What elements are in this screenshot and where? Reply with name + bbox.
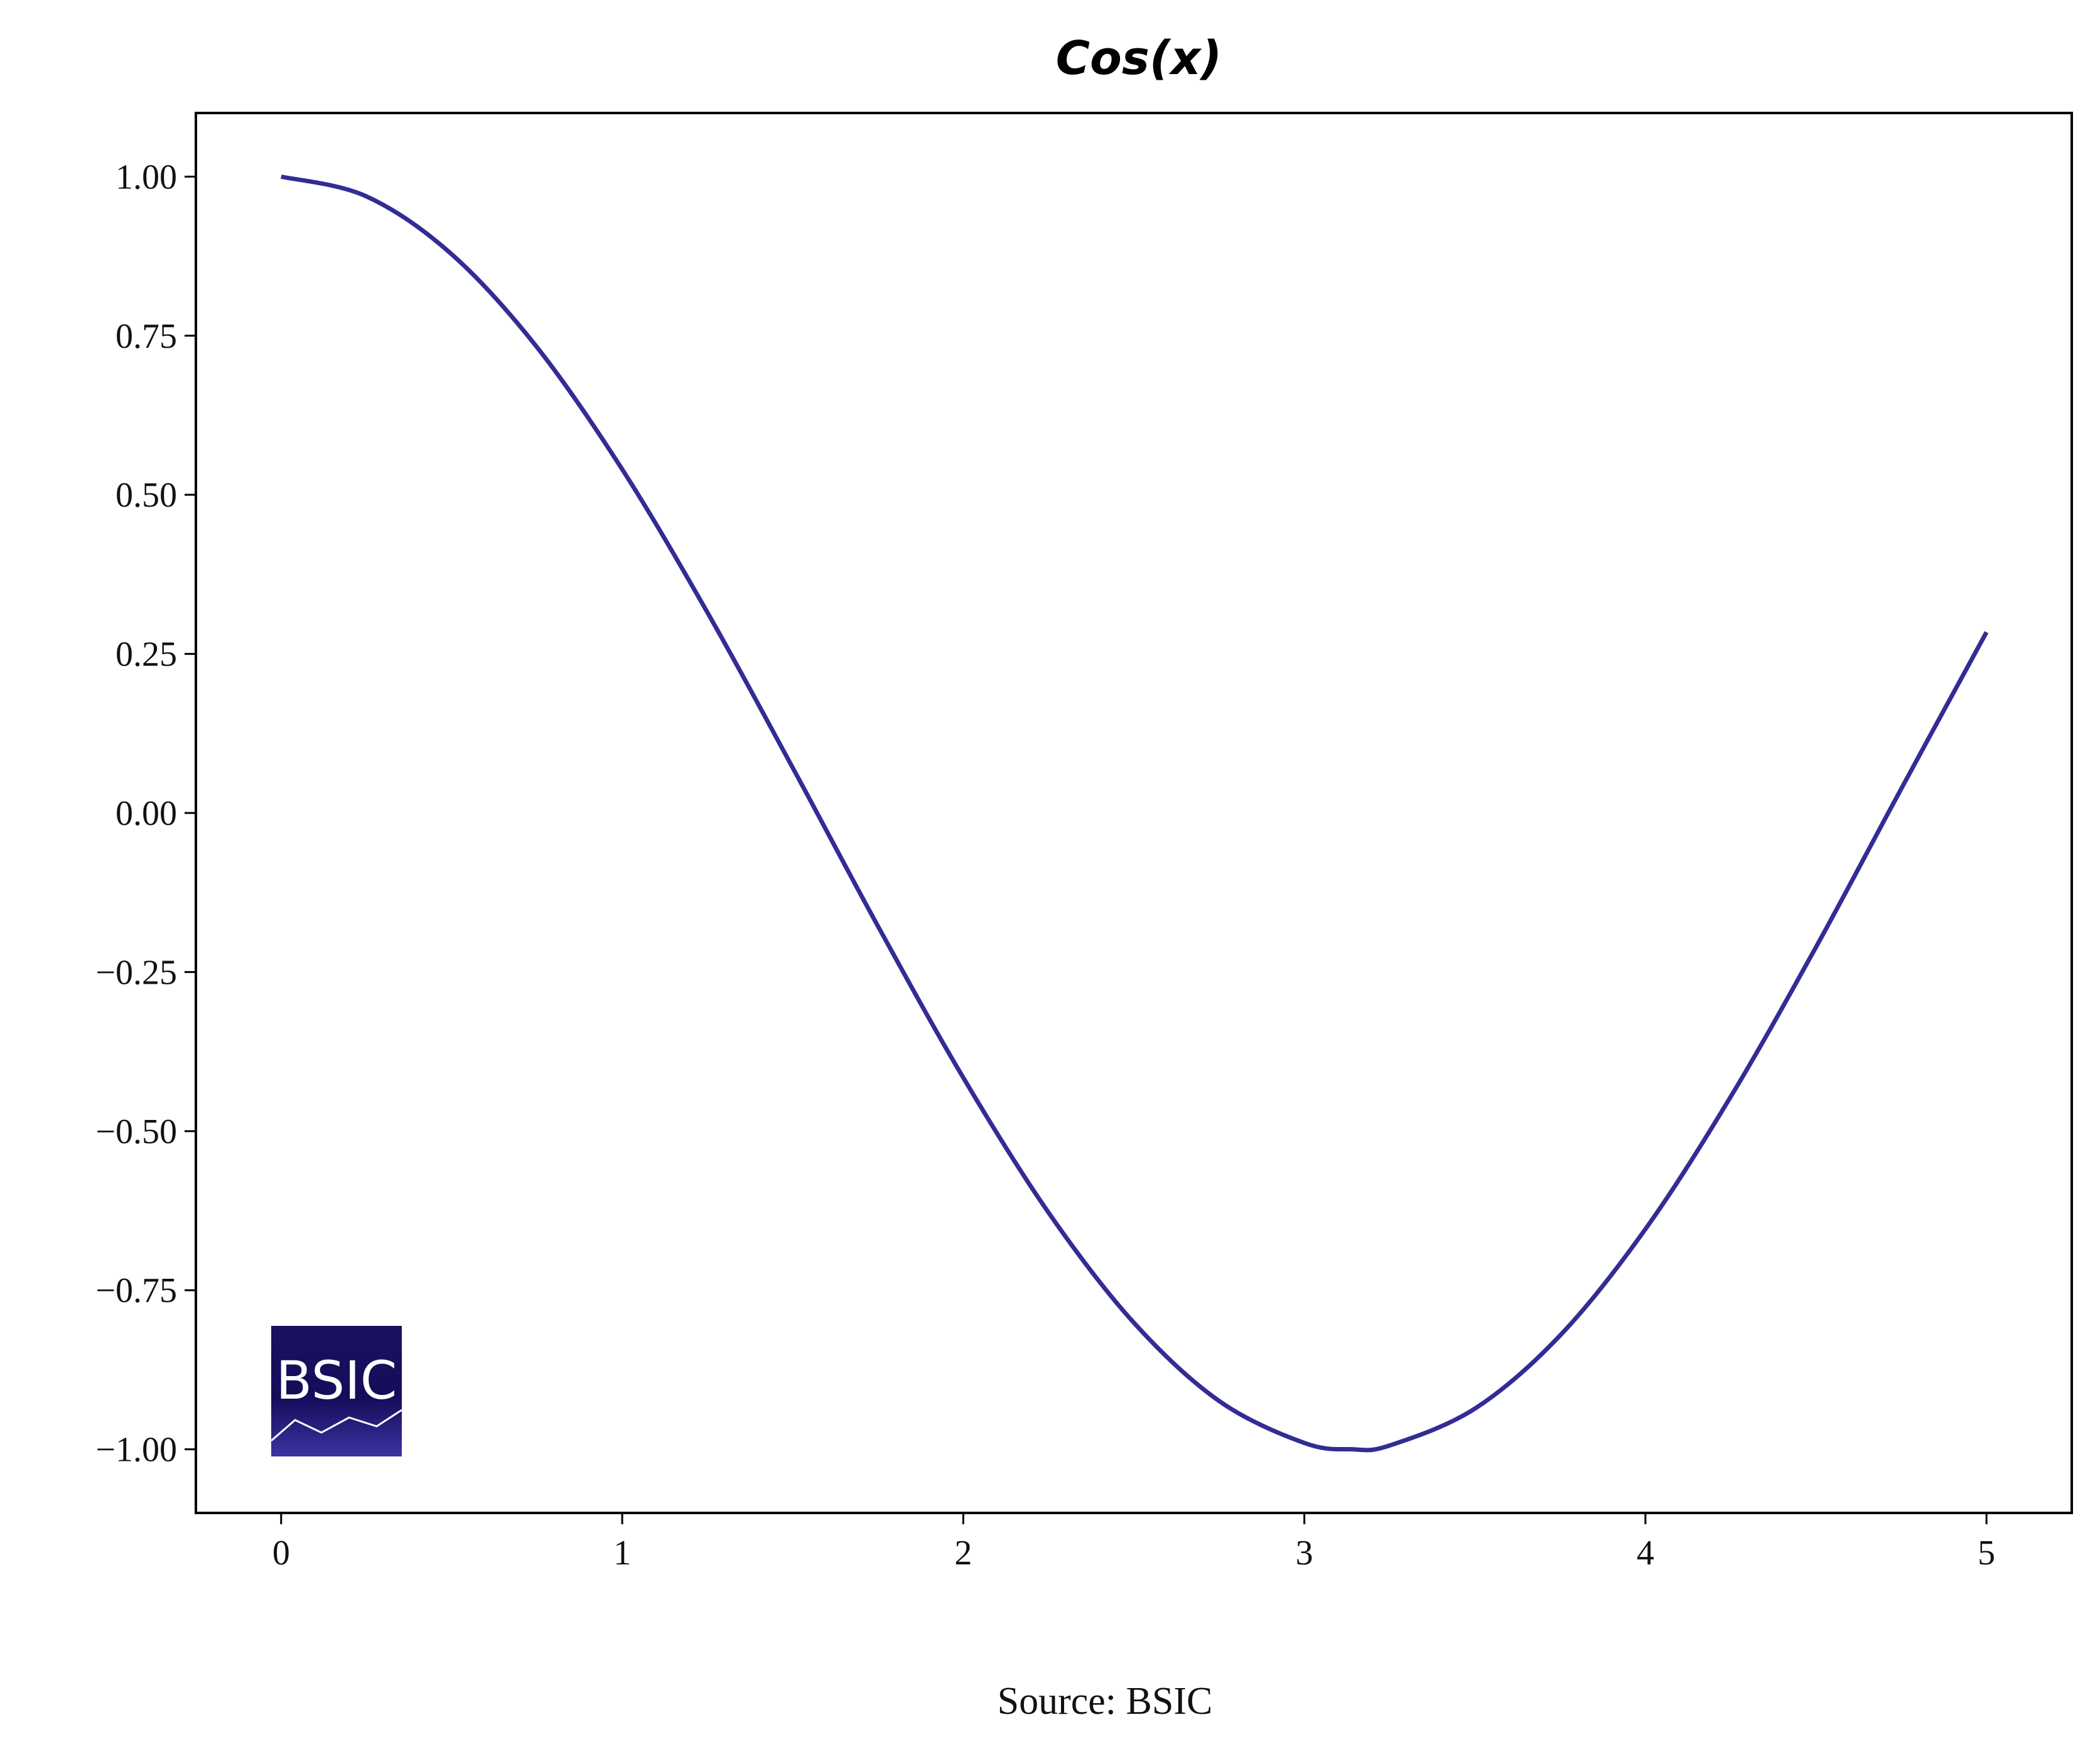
y-tick-label: 1.00 xyxy=(116,158,177,196)
cos-series-line xyxy=(281,174,1989,1453)
logo-background xyxy=(271,1326,402,1456)
series-layer xyxy=(281,174,1989,1453)
x-tick-label: 3 xyxy=(1296,1534,1313,1573)
x-tick-label: 5 xyxy=(1978,1534,1995,1573)
y-tick-label: 0.50 xyxy=(116,476,177,515)
y-tick-label: −0.75 xyxy=(95,1271,177,1310)
y-axis: 1.00 0.75 0.50 0.25 0.00 −0.25 −0.50 −0.75 −1.00 xyxy=(95,158,196,1470)
y-tick-label: −1.00 xyxy=(95,1431,177,1470)
y-tick-label: 0.75 xyxy=(116,317,177,356)
plot-frame xyxy=(195,112,2073,1514)
chart-title: Cos(x) xyxy=(1056,31,1222,85)
y-tick-label: −0.50 xyxy=(95,1112,177,1151)
x-tick-label: 2 xyxy=(954,1534,972,1573)
x-tick-label: 0 xyxy=(272,1534,290,1573)
x-tick-label: 1 xyxy=(613,1534,631,1573)
y-tick-label: −0.25 xyxy=(95,953,177,992)
y-tick-label: 0.00 xyxy=(116,794,177,833)
source-note: Source: BSIC xyxy=(998,1680,1213,1723)
x-axis: 0 1 2 3 4 5 xyxy=(272,1513,1995,1573)
bsic-logo: BSIC xyxy=(271,1326,402,1456)
x-tick-label: 4 xyxy=(1637,1534,1654,1573)
logo-trend-line xyxy=(271,1409,402,1442)
logo-text: BSIC xyxy=(276,1350,397,1411)
y-tick-label: 0.25 xyxy=(116,635,177,674)
